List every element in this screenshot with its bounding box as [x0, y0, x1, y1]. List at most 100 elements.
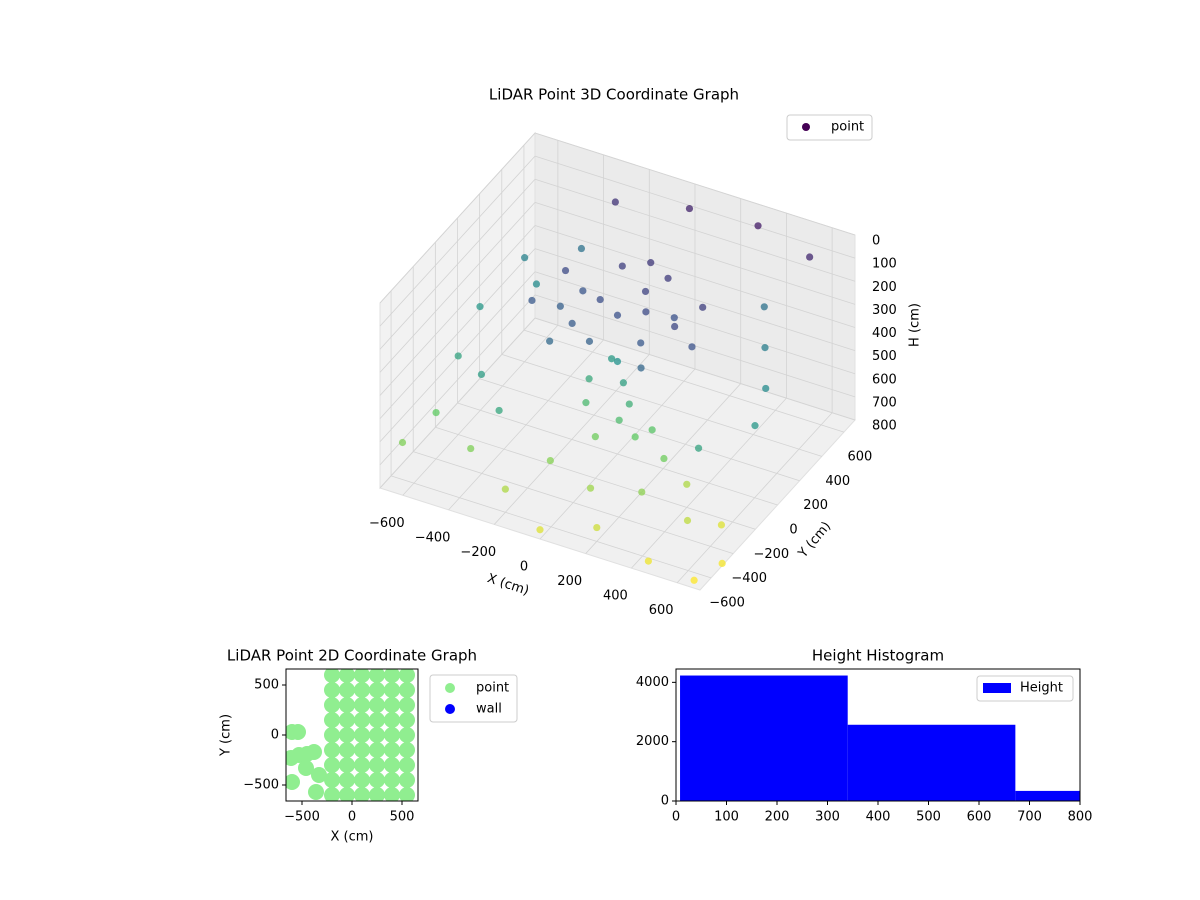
y-tick-label: 4000: [636, 675, 669, 690]
point: [399, 727, 415, 743]
point: [568, 319, 576, 328]
point: [384, 742, 400, 758]
x-tick-label: 200: [557, 574, 582, 589]
point: [339, 682, 355, 698]
point: [354, 772, 370, 788]
chart-title: LiDAR Point 2D Coordinate Graph: [227, 647, 477, 665]
point: [694, 444, 703, 452]
point: [647, 259, 655, 267]
point: [717, 521, 726, 529]
point: [339, 712, 355, 728]
y-tick-label: 0: [789, 523, 797, 538]
grid-line: [534, 132, 856, 236]
point: [308, 784, 324, 800]
point: [561, 266, 570, 275]
point: [399, 757, 415, 773]
point: [324, 787, 340, 801]
point: [579, 287, 587, 295]
point: [501, 485, 509, 493]
point: [685, 204, 694, 213]
z-tick-label: 100: [872, 257, 897, 272]
point: [631, 433, 639, 441]
grid-line: [534, 317, 856, 421]
grid-line: [379, 155, 536, 327]
point: [339, 757, 355, 773]
grid-line: [379, 248, 536, 419]
grid-line: [435, 426, 756, 530]
point: [369, 712, 385, 728]
point: [596, 295, 604, 304]
point: [619, 379, 627, 387]
legend-marker: [445, 683, 455, 693]
point: [354, 787, 370, 801]
z-tick-label: 300: [872, 303, 897, 318]
point: [637, 339, 645, 347]
point: [670, 314, 678, 322]
point: [613, 311, 622, 319]
point: [339, 772, 355, 788]
grid-line: [379, 132, 536, 304]
point: [369, 757, 385, 773]
point: [648, 426, 656, 434]
y-tick-label: 600: [848, 450, 873, 465]
x-tick-label: 0: [672, 810, 680, 825]
grid-line: [413, 451, 734, 554]
point: [399, 742, 415, 758]
point: [324, 772, 340, 788]
x-tick-label: 400: [603, 589, 628, 604]
point: [751, 422, 759, 430]
grid-line: [379, 202, 536, 373]
y-tick-label: 0: [661, 794, 669, 809]
point: [384, 669, 400, 683]
point: [556, 302, 564, 310]
point: [298, 760, 314, 776]
y-tick-label: −400: [731, 571, 767, 586]
point: [611, 198, 619, 206]
point: [311, 767, 327, 783]
point: [384, 712, 400, 728]
legend-label: point: [476, 681, 509, 696]
point: [546, 337, 554, 345]
y-tick-label: 2000: [636, 734, 669, 749]
y-tick-label: 0: [271, 728, 279, 743]
grid-line: [523, 329, 845, 433]
point: [399, 787, 415, 801]
point: [536, 526, 544, 534]
point: [806, 253, 814, 261]
point: [625, 400, 633, 408]
point: [432, 409, 440, 417]
point: [644, 557, 652, 565]
point: [699, 303, 707, 311]
point: [642, 308, 650, 316]
x-tick-label: 600: [967, 810, 992, 825]
point: [476, 303, 484, 311]
x-tick-label: −500: [284, 810, 320, 825]
bar: [847, 724, 1016, 801]
point: [384, 757, 400, 773]
chart-title: Height Histogram: [812, 647, 944, 665]
x-tick-label: −400: [415, 530, 451, 545]
point: [306, 744, 322, 760]
point: [495, 406, 503, 415]
point: [369, 742, 385, 758]
point: [339, 787, 355, 801]
point: [354, 712, 370, 728]
point: [683, 516, 692, 525]
grid-line: [379, 294, 536, 466]
point: [671, 322, 679, 331]
grid-line: [534, 201, 856, 305]
point: [637, 364, 645, 372]
x-tick-label: −200: [460, 545, 496, 560]
x-tick-label: −600: [369, 516, 405, 531]
grid-line: [379, 317, 536, 489]
point: [339, 742, 355, 758]
point: [613, 357, 622, 366]
grid-line: [534, 178, 856, 282]
point: [582, 399, 590, 407]
grid-line: [379, 225, 536, 396]
point: [615, 416, 623, 424]
point: [384, 787, 400, 801]
x-tick-label: 500: [916, 810, 941, 825]
z-tick-label: 500: [872, 349, 897, 364]
